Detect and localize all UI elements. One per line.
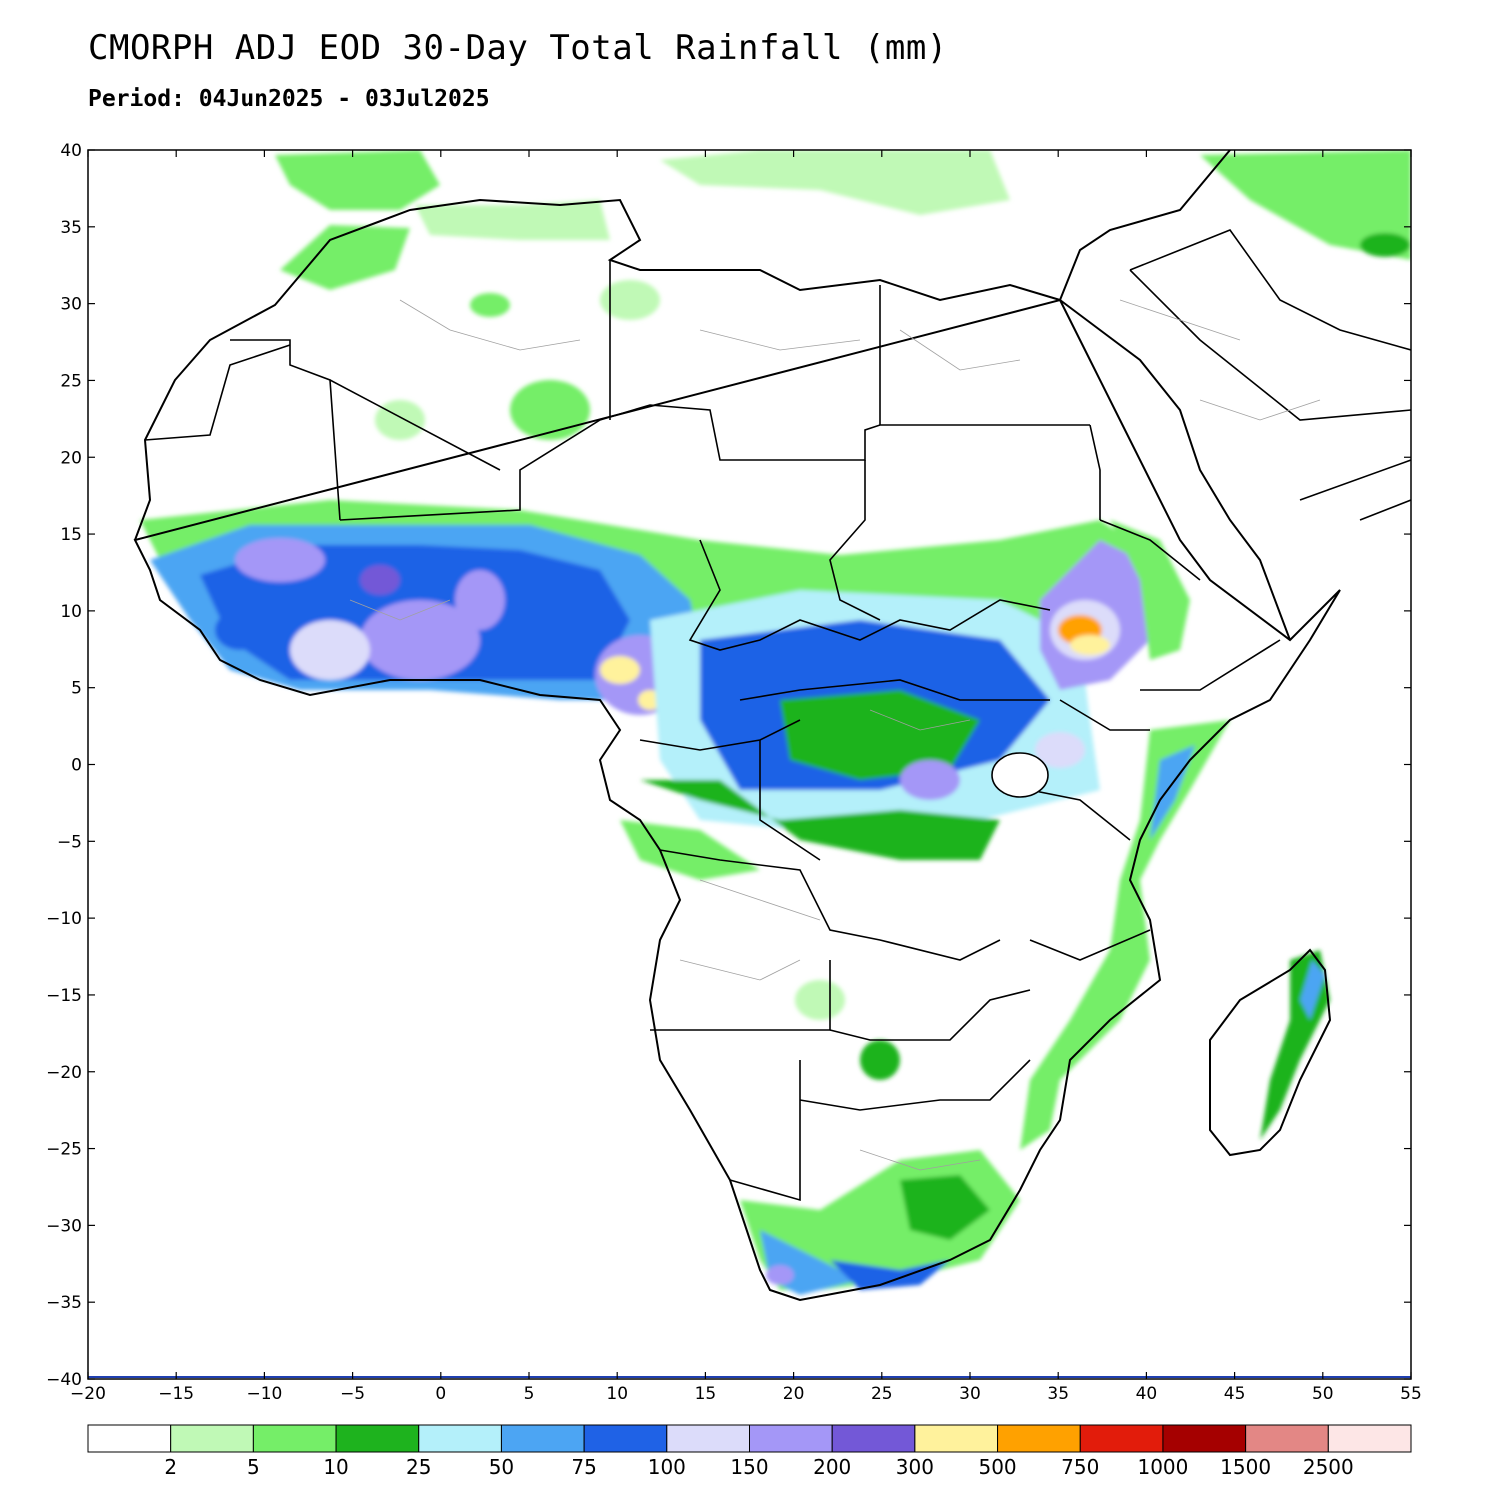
lon-tick-label: 30 — [959, 1384, 981, 1404]
colorbar-swatch — [1327, 1424, 1412, 1453]
colorbar-label: 50 — [489, 1455, 514, 1479]
lat-tick-label: 5 — [71, 679, 82, 699]
lat-tick-label: 40 — [60, 141, 82, 161]
colorbar-label: 10 — [323, 1455, 348, 1479]
colorbar-swatch — [252, 1424, 337, 1453]
map-layer — [88, 150, 1411, 1378]
lat-tick-label: 10 — [60, 602, 82, 622]
colorbar-label: 750 — [1061, 1455, 1099, 1479]
lat-tick-label: −35 — [46, 1293, 82, 1313]
lon-tick-label: −5 — [340, 1384, 365, 1404]
latitude-axis: 40 35 30 25 20 15 10 5 0 −5 −10 −15 −20 −25 −30 −35 −40 — [46, 141, 1411, 1390]
colorbar-label: 1500 — [1220, 1455, 1271, 1479]
colorbar-label: 2500 — [1303, 1455, 1354, 1479]
colorbar: 2 5 10 25 50 75 100 150 200 300 500 750 1000 1500 2500 — [87, 1424, 1412, 1479]
rainfall-field — [140, 150, 1411, 1295]
lon-tick-label: 35 — [1047, 1384, 1069, 1404]
colorbar-label: 5 — [247, 1455, 260, 1479]
colorbar-swatch — [1162, 1424, 1247, 1453]
country-borders — [144, 229, 1411, 1202]
longitude-axis: −20 −15 −10 −5 0 5 10 15 20 25 30 35 40 45 50 55 — [70, 150, 1422, 1404]
lat-tick-label: 30 — [60, 295, 82, 315]
colorbar-swatch — [87, 1424, 172, 1453]
coastlines — [133, 150, 1341, 1302]
colorbar-swatch — [666, 1424, 750, 1453]
colorbar-label: 100 — [648, 1455, 686, 1479]
colorbar-label: 300 — [896, 1455, 934, 1479]
colorbar-swatch — [749, 1424, 833, 1453]
lat-tick-label: −25 — [46, 1140, 82, 1160]
lon-tick-label: −20 — [70, 1384, 106, 1404]
colorbar-swatch — [1079, 1424, 1164, 1453]
subnational-borders — [349, 299, 1321, 1171]
colorbar-label: 2 — [164, 1455, 177, 1479]
colorbar-label: 200 — [813, 1455, 851, 1479]
lat-tick-label: −30 — [46, 1216, 82, 1236]
lon-tick-label: −10 — [246, 1384, 282, 1404]
lon-tick-label: 40 — [1136, 1384, 1158, 1404]
lon-tick-label: 5 — [524, 1384, 535, 1404]
lat-tick-label: −5 — [57, 832, 82, 852]
lat-tick-label: 20 — [60, 448, 82, 468]
lat-tick-label: 15 — [60, 525, 82, 545]
colorbar-swatch — [500, 1424, 585, 1453]
colorbar-swatch — [335, 1424, 420, 1453]
colorbar-swatch — [1245, 1424, 1329, 1453]
lat-tick-label: −40 — [46, 1370, 82, 1390]
colorbar-swatch — [583, 1424, 668, 1453]
lat-tick-label: −15 — [46, 986, 82, 1006]
colorbar-label: 75 — [571, 1455, 596, 1479]
lake-victoria — [991, 752, 1049, 798]
lat-tick-label: 35 — [60, 218, 82, 238]
colorbar-swatch — [418, 1424, 502, 1453]
colorbar-swatch — [914, 1424, 999, 1453]
map-period-subtitle: Period: 04Jun2025 - 03Jul2025 — [88, 86, 490, 112]
map-title: CMORPH ADJ EOD 30-Day Total Rainfall (mm… — [88, 28, 948, 68]
lon-tick-label: −15 — [158, 1384, 194, 1404]
lon-tick-label: 25 — [871, 1384, 893, 1404]
lon-tick-label: 10 — [606, 1384, 628, 1404]
lat-tick-label: 25 — [60, 371, 82, 391]
colorbar-label: 500 — [978, 1455, 1016, 1479]
lat-tick-label: −20 — [46, 1063, 82, 1083]
colorbar-swatch — [997, 1424, 1081, 1453]
lat-tick-label: 0 — [71, 756, 82, 776]
lon-tick-label: 50 — [1312, 1384, 1334, 1404]
lon-tick-label: 0 — [435, 1384, 446, 1404]
colorbar-swatch — [170, 1424, 254, 1453]
lat-tick-label: −10 — [46, 909, 82, 929]
lon-tick-label: 15 — [695, 1384, 717, 1404]
colorbar-label: 1000 — [1137, 1455, 1188, 1479]
lon-tick-label: 55 — [1400, 1384, 1422, 1404]
colorbar-swatch — [831, 1424, 916, 1453]
lon-tick-label: 20 — [783, 1384, 805, 1404]
lon-tick-label: 45 — [1224, 1384, 1246, 1404]
colorbar-label: 25 — [406, 1455, 431, 1479]
colorbar-label: 150 — [730, 1455, 768, 1479]
